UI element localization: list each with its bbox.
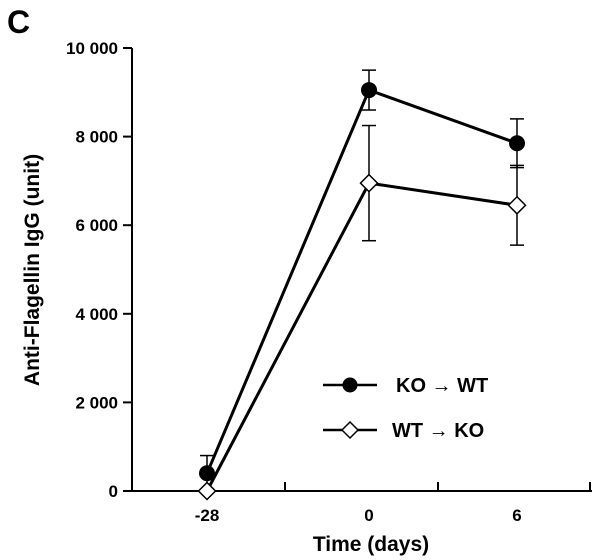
data-point (509, 135, 525, 152)
legend-marker-open-diamond (340, 420, 360, 440)
data-point (507, 195, 527, 215)
y-axis-label: Anti-Flagellin IgG (unit) (21, 154, 44, 386)
series-line (205, 88, 518, 474)
x-ticks: -28 0 6 (195, 482, 591, 525)
x-tick-label: 0 (364, 506, 373, 525)
legend-entry-wt-ko: WT → KO (323, 420, 484, 442)
legend-label-wt-ko: WT → KO (392, 420, 484, 442)
x-tick-label: -28 (195, 506, 220, 525)
data-point (359, 173, 379, 193)
series-line (205, 181, 518, 492)
y-tick-label: 2 000 (75, 393, 118, 412)
y-tick-label: 6 000 (75, 216, 118, 235)
y-tick-label: 10 000 (66, 39, 118, 58)
y-tick-label: 4 000 (75, 305, 118, 324)
y-tick-label: 8 000 (75, 128, 118, 147)
data-point (197, 481, 217, 501)
axes (131, 48, 592, 492)
legend-entry-ko-wt: KO → WT (323, 375, 488, 397)
y-ticks: 0 2 000 4 000 6 000 8 000 10 000 (66, 39, 132, 501)
series-wt-ko (197, 124, 527, 501)
data-point (361, 82, 377, 99)
x-axis-label: Time (days) (313, 533, 429, 556)
data-point (199, 465, 215, 482)
legend-label-ko-wt: KO → WT (396, 375, 488, 397)
series-layer (197, 69, 527, 501)
y-tick-label: 0 (109, 482, 118, 501)
legend: KO → WT WT → KO (323, 375, 488, 442)
panel-label: C (7, 4, 30, 40)
x-tick-label: 6 (512, 506, 521, 525)
series-ko-wt (199, 69, 525, 492)
legend-marker-filled-circle (342, 377, 358, 393)
